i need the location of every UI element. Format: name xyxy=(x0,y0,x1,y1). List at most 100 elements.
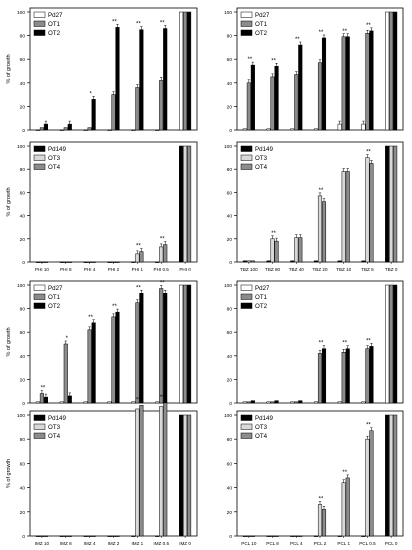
chart-1-bottom-ytick-label: 40 xyxy=(20,214,26,220)
chart-3-top-significance-star: ** xyxy=(160,281,165,287)
chart-1-bottom-ytick-label: 60 xyxy=(20,190,26,196)
chart-1-top-ytick-label: 100 xyxy=(17,10,25,16)
chart-4-bottom-legend-label: Pd149 xyxy=(255,415,273,422)
chart-4-top-legend-label: OT2 xyxy=(255,303,268,310)
chart-3-top-ytick-label: 80 xyxy=(20,307,26,313)
chart-3-bottom-bar-pd149 xyxy=(107,535,112,537)
chart-1-bottom-bar-ot4 xyxy=(115,261,120,263)
chart-1-top-ytick-label: 60 xyxy=(20,57,26,63)
chart-4-bottom-bar-ot3 xyxy=(365,438,370,537)
chart-2-bottom-bar-pd149 xyxy=(337,260,342,263)
chart-4-top-significance-star: ** xyxy=(366,338,371,344)
chart-1-bottom-bar-ot4 xyxy=(139,251,144,263)
chart-3-bottom-xtick-label: IMZ 8 xyxy=(60,541,72,546)
chart-4-bottom-bar-ot4 xyxy=(393,414,398,537)
chart-3-bottom-xtick-label: IMZ 1 xyxy=(131,541,143,546)
chart-2-bottom-bar-ot4 xyxy=(321,201,327,263)
chart-1-bottom-bar-pd149 xyxy=(179,145,184,263)
chart-2-bottom-xtick-label: TBZ 40 xyxy=(289,267,305,272)
chart-2-bottom-bar-ot3 xyxy=(365,157,370,263)
chart-4-top-ytick-label: 0 xyxy=(229,401,232,407)
chart-3-bottom-bar-pd149 xyxy=(83,535,88,537)
chart-4-bottom-bar-ot4 xyxy=(250,535,255,537)
chart-4-bottom-legend-swatch xyxy=(240,414,253,421)
chart-1-top-significance-star: * xyxy=(89,91,92,97)
chart-2-bottom-ytick-label: 20 xyxy=(227,237,233,243)
chart-4-bottom-significance-star: ** xyxy=(319,497,324,503)
chart-3-bottom-ytick-label: 80 xyxy=(20,437,26,443)
chart-3-top-ytick-label: 100 xyxy=(17,283,25,289)
chart-3-bottom-xtick-label: IMZ 10 xyxy=(35,541,50,546)
chart-3-top-bar-ot1 xyxy=(87,329,92,404)
chart-2-bottom-xtick-label: TBZ 80 xyxy=(265,267,281,272)
chart-2-bottom-legend-swatch xyxy=(240,145,253,152)
chart-1-top-legend-swatch xyxy=(33,29,46,36)
chart-4-bottom-bar-pd149 xyxy=(337,535,342,537)
chart-2-top-significance-star: ** xyxy=(295,37,300,43)
chart-1-bottom-bar-pd149 xyxy=(107,261,112,263)
chart-1-top-bar-ot1 xyxy=(63,127,68,131)
chart-4-bottom-ytick-label: 80 xyxy=(227,437,233,443)
chart-3-bottom-ytick-label: 20 xyxy=(20,510,26,516)
chart-3-bottom-legend-label: Pd149 xyxy=(48,415,66,422)
chart-4-top-ytick-label: 20 xyxy=(227,377,233,383)
chart-3-top-bar-ot2 xyxy=(139,293,144,404)
chart-2-top-bar-pd27 xyxy=(266,128,271,131)
chart-3-top-ylabel: % of growth xyxy=(6,327,12,356)
chart-1-top-bar-ot2 xyxy=(163,28,168,131)
chart-4-top-bar-pd27 xyxy=(313,401,319,404)
chart-1-top-bar-pd27 xyxy=(131,129,136,131)
chart-1-top-ylabel: % of growth xyxy=(6,54,12,83)
chart-1-bottom-xtick-label: PHI 0 xyxy=(179,267,191,272)
chart-3-bottom-legend-swatch xyxy=(33,423,46,430)
chart-1-top-bar-ot1 xyxy=(87,127,92,131)
chart-4-top-bar-ot2 xyxy=(250,400,255,404)
chart-2-top-bar-ot2 xyxy=(345,36,350,131)
chart-2-bottom-ytick-label: 40 xyxy=(227,214,233,220)
chart-1-bottom-xtick-label: PHI 1 xyxy=(132,267,144,272)
chart-1-bottom-ytick-label: 20 xyxy=(20,237,26,243)
chart-2-top-bar-pd27 xyxy=(337,123,342,131)
chart-2-bottom-bar-ot4 xyxy=(250,260,255,263)
chart-4-top-bar-pd27 xyxy=(290,401,295,404)
chart-4-top-bar-pd27 xyxy=(242,401,247,404)
chart-1-top-bar-ot2 xyxy=(43,123,48,131)
chart-3-top-legend-swatch xyxy=(33,302,46,309)
chart-3-bottom-bar-pd149 xyxy=(59,535,64,537)
chart-2-top-bar-ot1 xyxy=(317,62,323,131)
chart-1-top-ytick-label: 20 xyxy=(20,104,26,110)
chart-2-bottom-bar-pd149 xyxy=(313,260,319,263)
chart-2-bottom-legend-label: Pd149 xyxy=(255,146,273,153)
chart-4-top-bar-pd27 xyxy=(266,401,271,404)
chart-1-top-bar-pd27 xyxy=(59,129,64,131)
chart-3-top-bar-ot2 xyxy=(163,293,168,404)
chart-2-bottom-bar-pd149 xyxy=(266,260,271,263)
chart-2-top-bar-ot1 xyxy=(365,32,370,131)
chart-3-top-significance-star: * xyxy=(66,336,69,342)
chart-1-bottom-xtick-label: PHI 0.5 xyxy=(154,267,170,272)
chart-4-bottom-xtick-label: PCL 4 xyxy=(290,541,303,546)
chart-3-top-bar-ot2 xyxy=(91,322,96,404)
chart-2-top-ytick-label: 40 xyxy=(227,81,233,87)
chart-4-top-bar-ot1 xyxy=(389,284,394,404)
chart-1-bottom-bar-pd149 xyxy=(59,261,64,263)
chart-4-top-bar-ot2 xyxy=(321,348,327,404)
chart-3-bottom-bar-pd149 xyxy=(179,414,184,537)
chart-4-bottom-bar-pd149 xyxy=(242,535,247,537)
chart-3-top-bar-pd27 xyxy=(131,401,136,404)
chart-2-bottom-xtick-label: TBZ 20 xyxy=(312,267,328,272)
chart-3-top-significance-star: ** xyxy=(136,285,141,291)
chart-2-top-bar-pd27 xyxy=(242,128,247,131)
chart-3-bottom-bar-ot4 xyxy=(67,535,72,537)
chart-2-bottom-legend-swatch xyxy=(240,154,253,161)
chart-2-top-bar-ot1 xyxy=(341,36,346,131)
chart-4-top-bar-ot1 xyxy=(246,401,251,404)
chart-4-bottom-xtick-label: PCL 1 xyxy=(337,541,350,546)
chart-1-bottom-legend-label: OT4 xyxy=(48,164,61,171)
chart-1-top-bar-ot2 xyxy=(67,123,72,131)
chart-1-bottom-bar-pd149 xyxy=(35,261,40,263)
chart-2-bottom-legend-label: OT4 xyxy=(255,164,268,171)
chart-2-top-bar-ot1 xyxy=(294,74,299,131)
chart-4-bottom-significance-star: ** xyxy=(342,470,347,476)
chart-4-bottom-xtick-label: PCL 10 xyxy=(241,541,257,546)
